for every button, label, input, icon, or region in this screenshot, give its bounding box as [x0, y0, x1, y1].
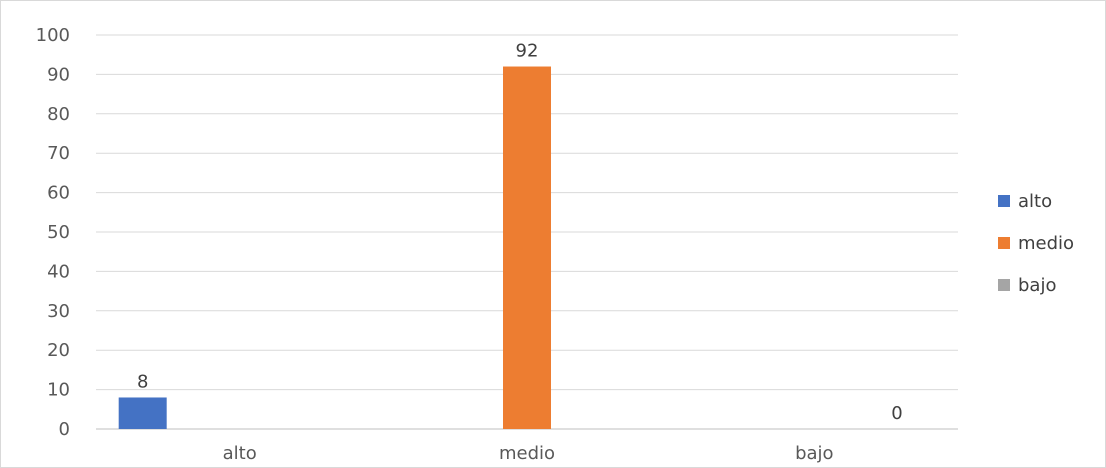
- y-tick-label: 80: [47, 104, 70, 125]
- bars: [118, 66, 551, 430]
- data-label-medio: 92: [516, 41, 539, 62]
- x-tick-label-bajo: bajo: [795, 443, 833, 464]
- y-tick-label: 50: [47, 222, 70, 243]
- legend-swatch-medio: [998, 237, 1010, 249]
- y-tick-label: 90: [47, 64, 70, 85]
- data-label-alto: 8: [137, 371, 148, 392]
- bar-alto: [118, 397, 167, 429]
- legend-item-bajo: bajo: [998, 274, 1074, 296]
- legend: alto medio bajo: [998, 190, 1074, 316]
- legend-label-alto: alto: [1018, 190, 1053, 212]
- x-axis-ticks: alto medio bajo: [223, 443, 834, 464]
- legend-label-bajo: bajo: [1018, 274, 1057, 296]
- data-labels: 8 92 0: [137, 41, 903, 424]
- legend-item-alto: alto: [998, 190, 1074, 212]
- y-tick-label: 30: [47, 301, 70, 322]
- data-label-bajo: 0: [891, 403, 902, 424]
- legend-swatch-bajo: [998, 279, 1010, 291]
- bar-medio: [503, 66, 551, 430]
- x-tick-label-medio: medio: [499, 443, 555, 464]
- y-tick-label: 20: [47, 340, 70, 361]
- legend-label-medio: medio: [1018, 232, 1075, 254]
- y-tick-label: 60: [47, 183, 70, 204]
- legend-item-medio: medio: [998, 232, 1074, 254]
- y-tick-label: 100: [36, 25, 70, 46]
- y-tick-label: 40: [47, 261, 70, 282]
- x-tick-label-alto: alto: [223, 443, 257, 464]
- legend-swatch-alto: [998, 195, 1010, 207]
- y-tick-label: 70: [47, 143, 70, 164]
- y-axis-ticks: 0 10 20 30 40 50 60 70 80 90 100: [36, 25, 70, 440]
- y-tick-label: 10: [47, 380, 70, 401]
- y-tick-label: 0: [59, 419, 70, 440]
